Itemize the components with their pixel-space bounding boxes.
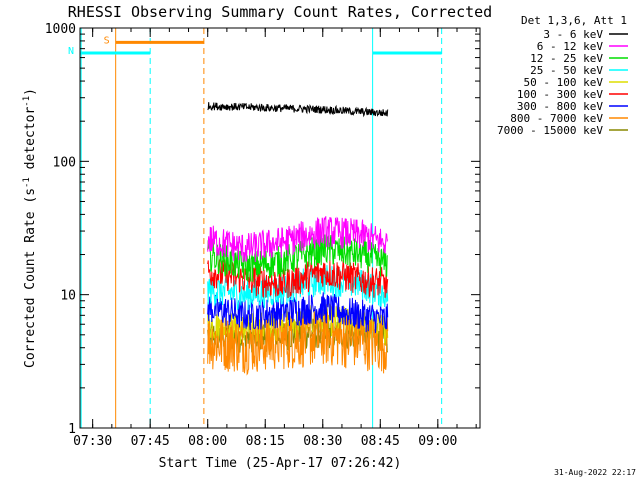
chart-title: RHESSI Observing Summary Count Rates, Co… <box>68 3 492 21</box>
y-axis: 1 10 100 1000 <box>45 22 480 437</box>
y-axis-label-mid: detector <box>23 107 38 178</box>
y-tick-label: 100 <box>53 155 76 170</box>
y-tick-label: 1 <box>68 422 76 437</box>
legend-label: 300 - 800 keV <box>517 100 603 113</box>
footer-date: 31-Aug-2022 22:17 <box>554 468 636 477</box>
legend-label: 3 - 6 keV <box>543 28 603 41</box>
legend-label: 7000 - 15000 keV <box>497 124 603 137</box>
series-line <box>207 308 389 376</box>
legend-label: 25 - 50 keV <box>530 64 603 77</box>
legend-label: 50 - 100 keV <box>524 76 604 89</box>
interval-label: N <box>68 46 74 57</box>
legend-label: 100 - 300 keV <box>517 88 603 101</box>
x-axis: 07:30 07:45 08:00 08:15 08:30 08:45 09:00 <box>73 28 477 449</box>
series-line <box>207 258 389 299</box>
x-tick-label: 08:45 <box>361 434 400 449</box>
y-tick-label: 10 <box>60 289 76 304</box>
x-tick-label: 07:45 <box>131 434 170 449</box>
x-tick-label: 08:15 <box>246 434 285 449</box>
series-line <box>207 292 389 334</box>
x-tick-label: 09:00 <box>418 434 457 449</box>
x-tick-label: 08:30 <box>303 434 342 449</box>
plot-frame <box>79 27 481 429</box>
y-axis-label-sup1: -1 <box>22 177 32 188</box>
y-axis-label-sup2: -1 <box>22 96 32 107</box>
legend-title: Det 1,3,6, Att 1 <box>521 14 627 27</box>
y-axis-label-end: ) <box>23 88 38 96</box>
x-tick-label: 07:30 <box>73 434 112 449</box>
x-tick-label: 08:00 <box>188 434 227 449</box>
legend-label: 6 - 12 keV <box>537 40 604 53</box>
x-axis-label: Start Time (25-Apr-17 07:26:42) <box>159 456 402 471</box>
interval-label: S <box>104 35 110 46</box>
series-line <box>207 102 389 118</box>
y-tick-label: 1000 <box>45 22 76 37</box>
legend-label: 12 - 25 keV <box>530 52 603 65</box>
y-axis-label-main: Corrected Count Rate (s <box>23 188 38 368</box>
plot-area: SN <box>68 28 443 428</box>
legend-label: 800 - 7000 keV <box>510 112 603 125</box>
series-line <box>207 216 389 263</box>
y-axis-label: Corrected Count Rate (s-1 detector-1) <box>22 88 38 368</box>
